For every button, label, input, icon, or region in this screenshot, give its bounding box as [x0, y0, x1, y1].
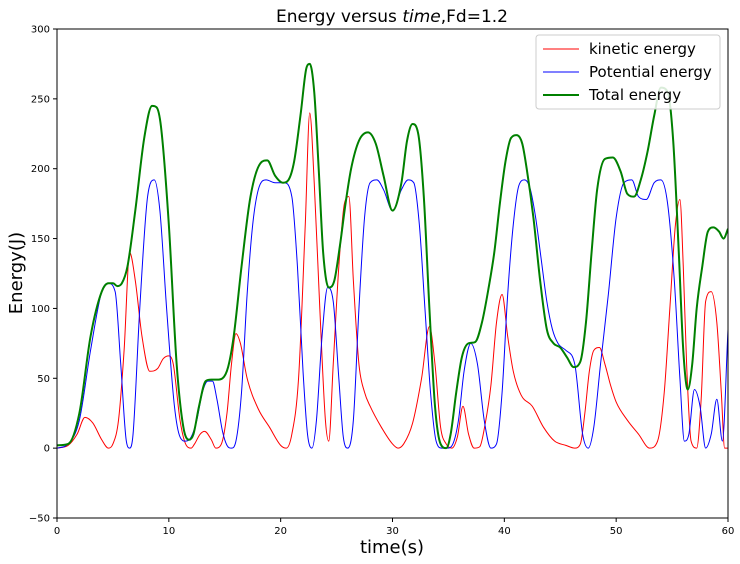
series-line-potential-energy — [57, 179, 728, 449]
legend-label: kinetic energy — [589, 40, 696, 58]
legend-entries: kinetic energy Potential energy Total ener… — [543, 40, 712, 104]
x-tick-label: 0 — [54, 526, 60, 537]
series-line-kinetic-energy — [57, 112, 728, 449]
y-tick-label: 200 — [31, 164, 50, 175]
y-tick-label: 0 — [44, 444, 50, 455]
legend-label: Potential energy — [589, 63, 712, 81]
y-axis-title: Energy(J) — [6, 232, 27, 314]
x-tick-label: 40 — [498, 526, 511, 537]
x-tick-label: 50 — [610, 526, 623, 537]
y-tick-label: 300 — [31, 25, 50, 36]
y-tick-label: −50 — [29, 514, 50, 525]
x-axis-title: time(s) — [360, 537, 424, 558]
y-tick-label: 150 — [31, 234, 50, 245]
legend-box — [535, 34, 721, 110]
legend-label: Total energy — [588, 86, 681, 104]
y-tick-label: 100 — [31, 304, 50, 315]
y-tick-label: 50 — [37, 374, 50, 385]
x-tick-label: 60 — [722, 526, 735, 537]
x-tick-label: 30 — [386, 526, 399, 537]
x-tick-label: 10 — [162, 526, 175, 537]
series-layer — [57, 62, 728, 450]
chart-title: Energy versus time,Fd=1.2 — [276, 7, 508, 27]
series-line-total-energy — [57, 62, 728, 450]
legend: kinetic energy Potential energy Total ener… — [535, 34, 721, 110]
y-axis-ticks: −50 0 50 100 150 200 250 300 — [29, 25, 57, 525]
x-tick-label: 20 — [274, 526, 287, 537]
y-tick-label: 250 — [31, 94, 50, 105]
x-axis-ticks: 0 10 20 30 40 50 60 — [54, 518, 735, 537]
